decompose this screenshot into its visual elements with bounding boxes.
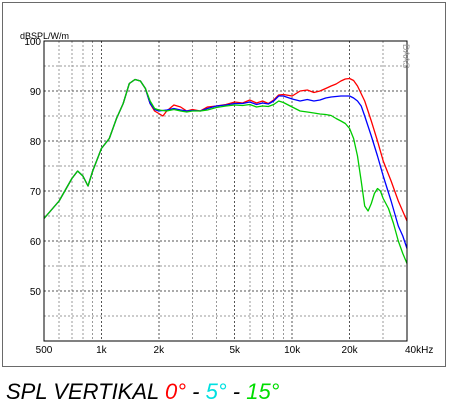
chart-frame: 100 90 80 70 60 50 500 1k 2k 5k 10k 20k 40kHz dBSPL/…: [2, 2, 446, 367]
caption-part-0: 0°: [164, 379, 187, 404]
x-tick-label: 2k: [154, 345, 166, 356]
chart-caption: SPL VERTIKAL 0° - 5° - 15°: [6, 379, 279, 405]
caption-part-4: 15°: [246, 379, 280, 404]
y-tick-label: 50: [30, 287, 42, 298]
series-line-0: [43, 77, 408, 222]
y-tick-label: 90: [30, 87, 42, 98]
y-tick-label: 60: [30, 237, 42, 248]
y-tick-label: 100: [24, 37, 41, 48]
x-tick-label: 10k: [284, 345, 301, 356]
x-tick-label: 20k: [342, 345, 359, 356]
y-axis-unit-label: dBSPL/W/m: [20, 31, 69, 41]
tick-labels: 100 90 80 70 60 50 500 1k 2k 5k 10k 20k 40kHz: [24, 37, 433, 356]
x-tick-label: 500: [36, 345, 53, 356]
caption-prefix: SPL VERTIKAL: [6, 379, 165, 404]
spl-chart: 100 90 80 70 60 50 500 1k 2k 5k 10k 20k 40kHz dBSPL/…: [20, 31, 433, 356]
y-tick-label: 80: [30, 137, 42, 148]
plot-border: [43, 40, 408, 342]
series-layer: [43, 77, 408, 264]
x-tick-label: 1k: [96, 345, 108, 356]
x-tick-label: 40kHz: [405, 345, 433, 356]
y-tick-label: 70: [30, 187, 42, 198]
caption-part-1: -: [186, 379, 206, 404]
major-grid: [44, 41, 407, 341]
x-tick-label: 5k: [229, 345, 241, 356]
daas-watermark: DAAS: [401, 44, 411, 69]
caption-part-3: -: [226, 379, 247, 404]
series-line-2: [43, 78, 408, 264]
series-line-1: [43, 78, 408, 249]
caption-part-2: 5°: [205, 379, 227, 404]
